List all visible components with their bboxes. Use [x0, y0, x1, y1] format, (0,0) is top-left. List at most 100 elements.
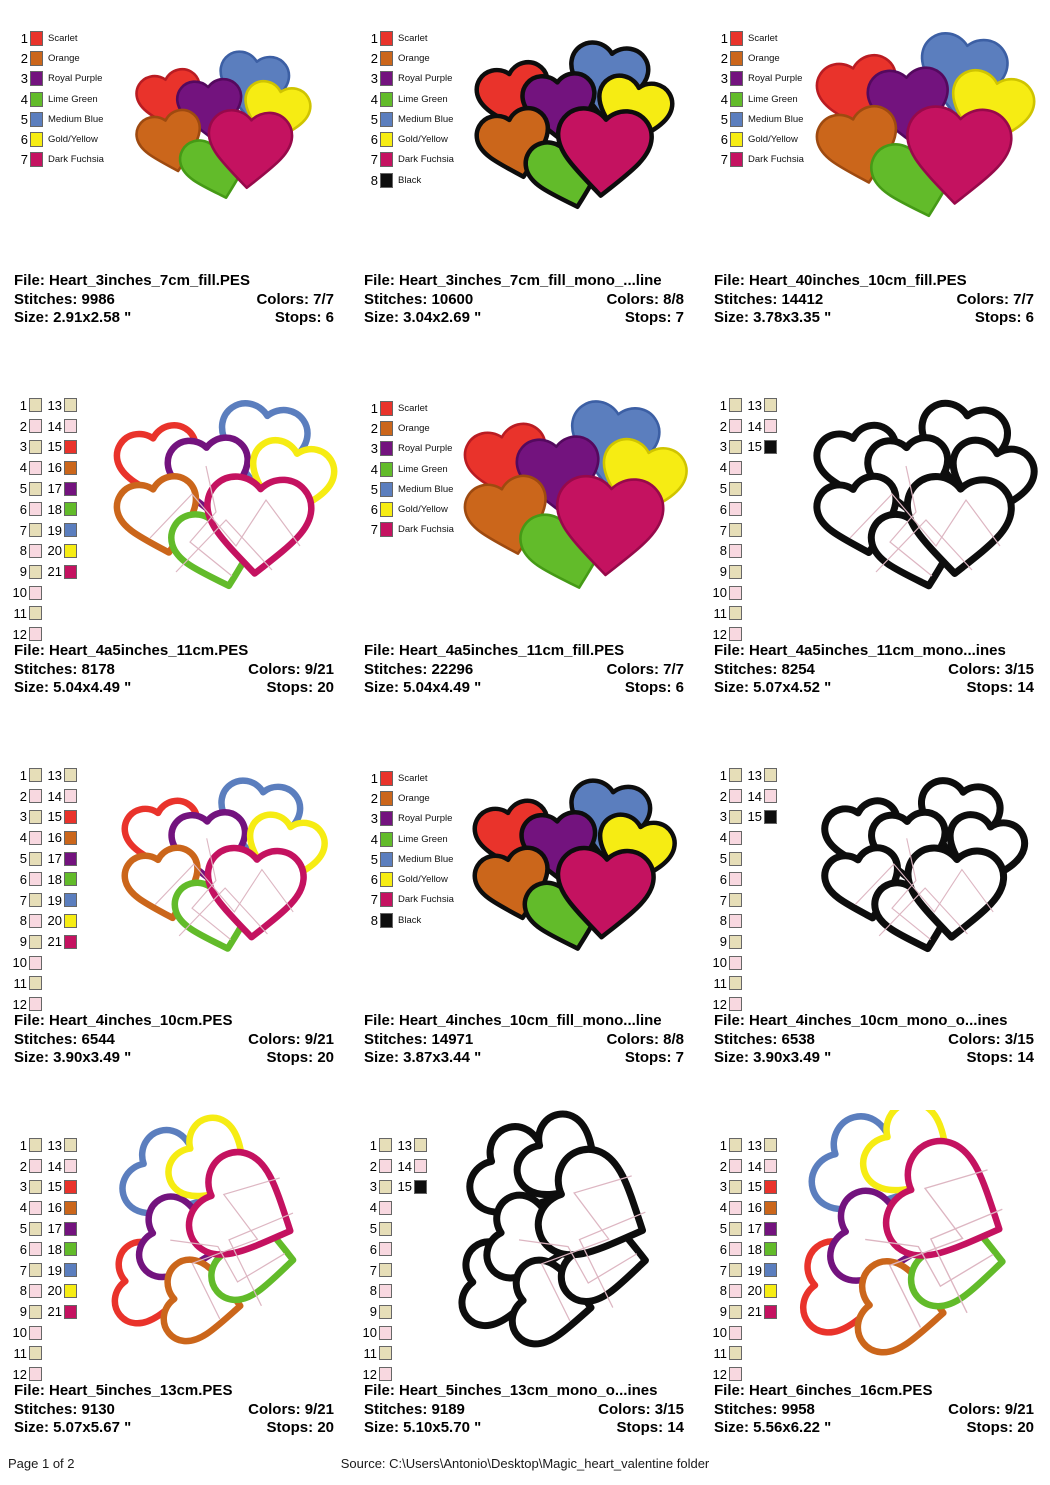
color-swatch [29, 893, 42, 908]
color-swatch [379, 1138, 392, 1153]
thread-number: 5 [719, 1221, 727, 1237]
legend-item: 5 [710, 478, 742, 499]
thread-number: 1 [19, 767, 27, 783]
thread-number: 1 [370, 770, 378, 786]
legend-item: 8 [10, 1281, 42, 1302]
thread-number: 11 [13, 605, 28, 621]
color-swatch [29, 564, 42, 579]
thread-number: 6 [370, 872, 378, 888]
legend-item: 19 [45, 1260, 77, 1281]
thread-number: 8 [19, 543, 27, 559]
thread-number: 3 [19, 1179, 27, 1195]
legend-item: 21 [45, 931, 77, 952]
color-swatch [64, 872, 77, 887]
color-swatch [730, 50, 743, 66]
thread-number: 6 [19, 871, 27, 887]
color-name: Dark Fuchsia [398, 524, 454, 536]
thread-number: 12 [12, 1366, 27, 1382]
color-swatch [64, 419, 77, 434]
color-swatch [29, 913, 42, 928]
color-swatch [379, 1283, 392, 1298]
thread-number: 3 [719, 809, 727, 825]
design-info: File: Heart_40inches_10cm_fill.PES Stitc… [714, 272, 1034, 328]
stop-count: Stops: 6 [624, 679, 684, 696]
color-swatch [380, 461, 393, 477]
color-swatch [29, 523, 42, 538]
thread-number: 5 [370, 851, 378, 867]
thread-number: 1 [20, 30, 28, 46]
thread-number: 13 [747, 1137, 762, 1153]
color-swatch [29, 1138, 42, 1153]
legend-item: 16 [45, 827, 77, 848]
legend-item: 8 [360, 1281, 392, 1302]
design-info: File: Heart_6inches_16cm.PES Stitches: 9… [714, 1382, 1034, 1438]
thread-number: 3 [719, 1179, 727, 1195]
color-swatch [730, 30, 743, 46]
color-swatch [729, 502, 742, 517]
design-card: 1 2 3 4 5 6 7 8 9 10 11 12 13 14 15 File: Heart_5inche… [350, 1110, 700, 1485]
thread-number: 13 [47, 1137, 62, 1153]
legend-item: 2 [10, 786, 42, 807]
thread-number: 6 [719, 871, 727, 887]
color-swatch [379, 1367, 392, 1382]
legend-item: 4 Lime Green [366, 459, 454, 479]
stop-count: Stops: 7 [624, 309, 684, 326]
design-size: Size: 5.07x5.67 " [14, 1419, 132, 1436]
thread-number: 5 [370, 111, 378, 127]
color-swatch [380, 831, 393, 847]
color-swatch [29, 502, 42, 517]
color-name: Lime Green [48, 93, 98, 105]
thread-number: 7 [370, 892, 378, 908]
thread-number: 5 [719, 481, 727, 497]
color-swatch [64, 934, 77, 949]
design-card: 1 2 3 4 5 6 7 8 9 10 11 12 13 14 15 File: Heart_4a5inc… [700, 370, 1050, 740]
color-swatch [29, 934, 42, 949]
legend-item: 4 Lime Green [16, 89, 104, 109]
color-swatch [730, 111, 743, 127]
color-name: Dark Fuchsia [48, 154, 104, 166]
design-card: 1 Scarlet 2 Orange 3 Royal Purple 4 Lime Green 5… [0, 0, 350, 370]
design-preview [0, 370, 350, 640]
color-legend: 1 2 3 4 5 6 7 8 9 10 11 12 13 14 15 [360, 1135, 427, 1385]
thread-number: 16 [47, 830, 62, 846]
color-swatch [29, 1263, 42, 1278]
thread-number: 12 [712, 1366, 727, 1382]
legend-item: 2 [710, 1156, 742, 1177]
color-name: Scarlet [398, 32, 428, 44]
legend-item: 11 [10, 1343, 42, 1364]
color-swatch [729, 523, 742, 538]
design-info: File: Heart_3inches_7cm_fill.PES Stitche… [14, 272, 334, 328]
color-swatch [29, 398, 42, 413]
color-swatch [380, 50, 393, 66]
color-swatch [729, 460, 742, 475]
legend-item: 2 Orange [366, 788, 454, 808]
thread-number: 3 [369, 1179, 377, 1195]
color-swatch [764, 789, 777, 804]
color-swatch [729, 1283, 742, 1298]
color-name: Royal Purple [398, 813, 453, 825]
color-swatch [764, 1263, 777, 1278]
legend-item: 3 [710, 1177, 742, 1198]
thread-number: 2 [720, 50, 728, 66]
design-info: File: Heart_4inches_10cm_fill_mono...lin… [364, 1012, 684, 1068]
thread-number: 21 [47, 1304, 62, 1320]
design-size: Size: 3.90x3.49 " [14, 1049, 132, 1066]
thread-number: 1 [370, 400, 378, 416]
thread-number: 9 [19, 1304, 27, 1320]
color-swatch [379, 1242, 392, 1257]
legend-item: 10 [10, 582, 42, 603]
design-info: File: Heart_4inches_10cm.PES Stitches: 6… [14, 1012, 334, 1068]
design-size: Size: 5.04x4.49 " [14, 679, 132, 696]
legend-item: 8 [710, 541, 742, 562]
design-preview [350, 1110, 700, 1380]
color-count: Colors: 9/21 [248, 1030, 334, 1048]
legend-item: 3 [10, 1177, 42, 1198]
color-name: Gold/Yellow [398, 874, 448, 886]
design-size: Size: 3.04x2.69 " [364, 309, 482, 326]
color-name: Black [398, 174, 422, 186]
stitch-count: Stitches: 22296 [364, 660, 474, 678]
legend-item: 5 Medium Blue [366, 849, 454, 869]
color-swatch [29, 809, 42, 824]
thread-number: 18 [747, 1241, 762, 1257]
color-swatch [64, 1179, 77, 1194]
